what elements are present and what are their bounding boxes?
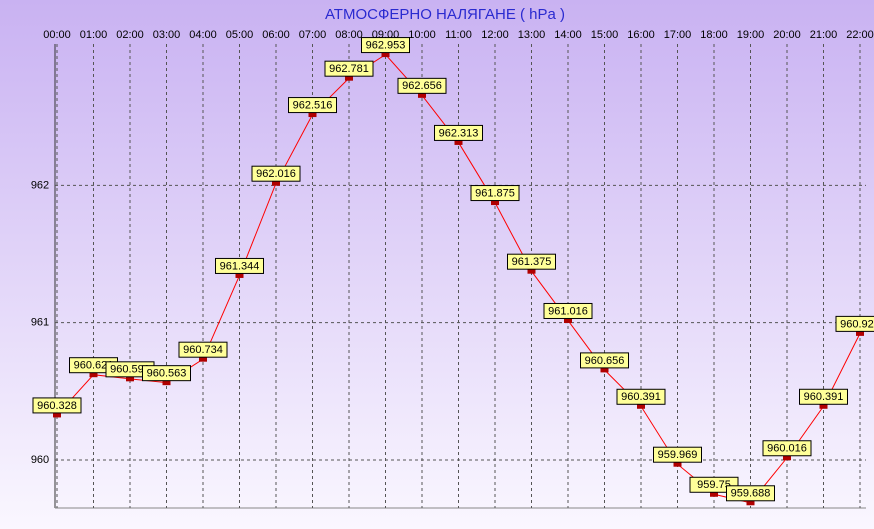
value-label: 962.781 xyxy=(329,63,369,75)
x-tick-label: 21:00 xyxy=(810,29,838,41)
value-label: 960.391 xyxy=(804,391,844,403)
value-label: 960.391 xyxy=(621,391,661,403)
value-label-box xyxy=(726,485,775,502)
x-tick-label: 10:00 xyxy=(408,29,436,41)
value-label: 962.656 xyxy=(402,80,442,92)
value-label: 960.922 xyxy=(840,318,874,330)
value-label: 962.313 xyxy=(439,127,479,139)
value-label: 959.75 xyxy=(697,479,731,491)
value-label-box xyxy=(142,365,191,382)
marker xyxy=(162,380,171,386)
value-label-box xyxy=(653,446,702,463)
value-label: 961.344 xyxy=(220,260,260,272)
value-label: 960.328 xyxy=(37,400,77,412)
value-label-box xyxy=(799,388,848,405)
value-label-box xyxy=(507,253,556,270)
marker xyxy=(783,455,791,461)
marker xyxy=(746,500,755,506)
value-label: 961.016 xyxy=(548,305,588,317)
value-label: 960.734 xyxy=(183,344,223,356)
marker xyxy=(673,461,682,467)
marker xyxy=(600,367,609,373)
chart-title: АТМОСФЕРНО НАЛЯГАНЕ ( hPa ) xyxy=(325,6,565,23)
value-label-box xyxy=(470,185,520,202)
x-tick-label: 02:00 xyxy=(116,29,144,41)
value-label-box xyxy=(397,77,447,94)
x-tick-label: 15:00 xyxy=(591,29,619,41)
value-label: 959.969 xyxy=(658,449,698,461)
x-tick-label: 06:00 xyxy=(262,29,290,41)
value-label: 959.688 xyxy=(731,488,771,500)
x-tick-label: 19:00 xyxy=(737,29,765,41)
x-tick-label: 11:00 xyxy=(445,29,472,41)
x-tick-label: 08:00 xyxy=(335,29,363,41)
x-tick-label: 12:00 xyxy=(481,29,509,41)
marker xyxy=(710,491,718,497)
value-label-box xyxy=(324,60,374,77)
marker xyxy=(308,112,317,118)
value-label: 961.375 xyxy=(512,256,552,268)
value-label-box xyxy=(178,341,228,358)
x-tick-label: 03:00 xyxy=(153,29,181,41)
marker xyxy=(856,330,864,336)
x-tick-label: 16:00 xyxy=(627,29,655,41)
value-label-box xyxy=(361,37,410,54)
value-label: 962.516 xyxy=(293,99,333,111)
marker xyxy=(418,92,426,98)
value-label-box xyxy=(215,257,264,274)
value-label-box xyxy=(762,440,812,457)
marker xyxy=(819,403,828,409)
x-tick-label: 17:00 xyxy=(664,29,692,41)
value-label: 960.656 xyxy=(585,355,625,367)
value-label-box xyxy=(32,397,82,414)
value-label: 960.016 xyxy=(767,443,807,455)
y-tick-label: 961 xyxy=(31,317,49,329)
marker xyxy=(527,268,536,274)
value-label-box xyxy=(288,97,337,114)
value-label: 960.591 xyxy=(110,364,150,376)
value-label: 962.953 xyxy=(366,39,406,51)
value-label: 962.016 xyxy=(256,168,296,180)
marker xyxy=(199,356,207,362)
marker xyxy=(126,376,134,382)
marker xyxy=(491,200,499,206)
x-tick-label: 22:00 xyxy=(846,29,874,41)
marker xyxy=(564,317,572,323)
value-label-box xyxy=(543,302,593,319)
marker xyxy=(89,372,98,378)
x-tick-label: 01:00 xyxy=(80,29,108,41)
marker xyxy=(454,139,463,145)
value-label: 960.563 xyxy=(147,368,187,380)
value-label-box xyxy=(835,315,874,332)
marker xyxy=(53,412,61,418)
x-tick-label: 00:00 xyxy=(43,29,71,41)
value-label-box xyxy=(434,124,483,141)
x-tick-label: 05:00 xyxy=(226,29,254,41)
marker xyxy=(272,180,280,186)
x-tick-label: 04:00 xyxy=(189,29,217,41)
value-label: 961.875 xyxy=(475,187,515,199)
y-tick-label: 962 xyxy=(31,179,49,191)
value-label-box xyxy=(251,165,301,182)
marker xyxy=(637,403,645,409)
x-tick-label: 13:00 xyxy=(518,29,546,41)
x-tick-label: 14:00 xyxy=(554,29,582,41)
marker xyxy=(381,52,390,58)
value-label-box xyxy=(616,388,666,405)
x-tick-label: 20:00 xyxy=(773,29,801,41)
x-tick-label: 18:00 xyxy=(700,29,728,41)
value-label-box xyxy=(580,352,629,369)
y-tick-label: 960 xyxy=(31,454,49,466)
marker xyxy=(345,75,353,81)
x-tick-label: 07:00 xyxy=(299,29,327,41)
marker xyxy=(235,272,244,278)
value-label: 960.621 xyxy=(74,360,114,372)
